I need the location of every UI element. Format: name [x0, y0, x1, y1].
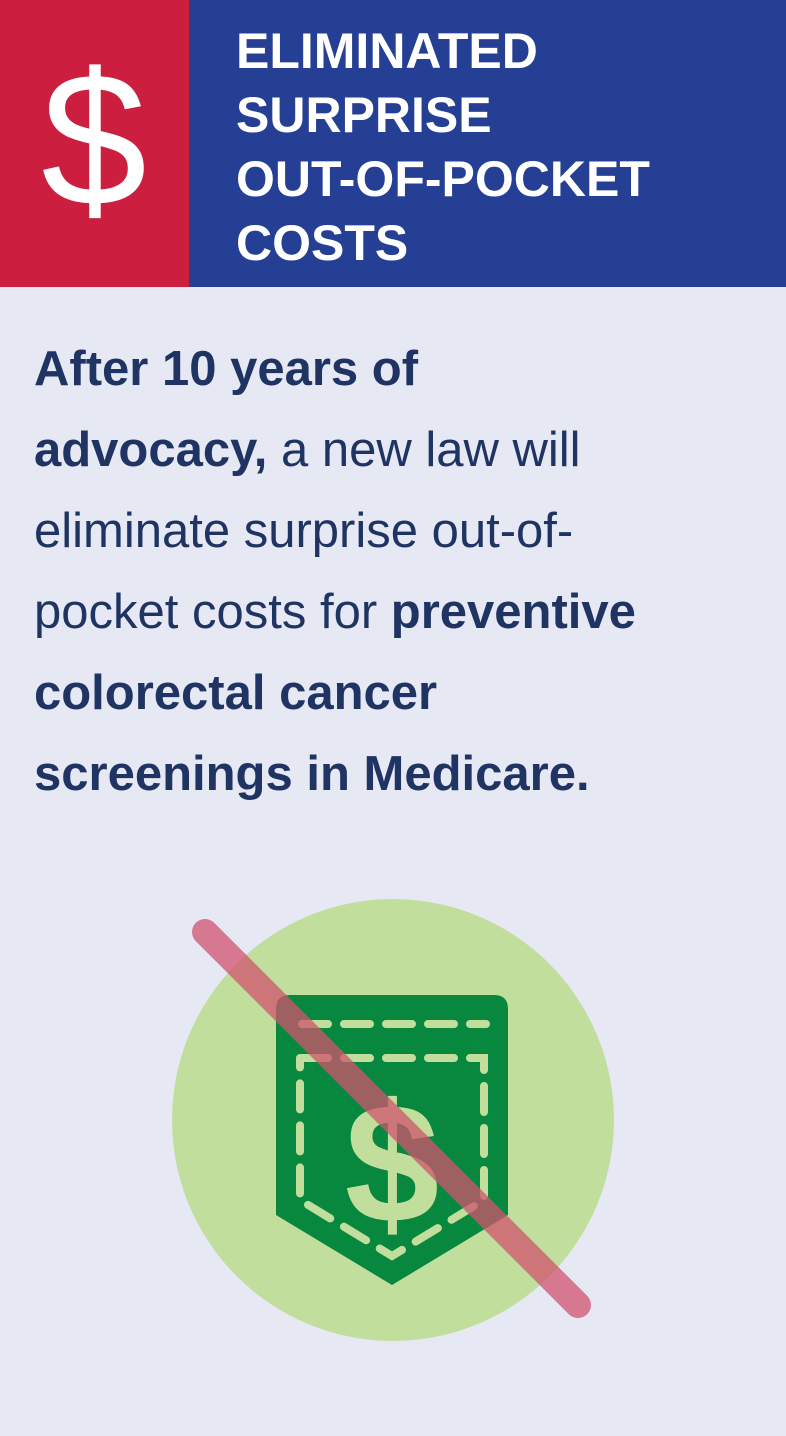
text-segment: preventive [391, 585, 636, 639]
text-segment: screenings in Medicare. [34, 747, 590, 801]
body-line: eliminate surprise out-of- [34, 504, 573, 558]
text-segment: a new law will [267, 423, 580, 477]
body-line: pocket costs for preventive [34, 585, 636, 639]
body-text: After 10 years of advocacy, a new law wil… [34, 342, 636, 801]
icon-block [0, 0, 189, 287]
header-icon: $ [41, 34, 147, 246]
text-segment: colorectal cancer [34, 666, 437, 720]
text-segment: advocacy, [34, 423, 267, 477]
illustration: $ [172, 899, 614, 1341]
title-line: ELIMINATED [236, 23, 538, 79]
stitch [296, 1054, 488, 1261]
title-line: COSTS [236, 215, 408, 271]
stitching [296, 1020, 490, 1261]
text-segment: eliminate surprise out-of- [34, 504, 573, 558]
body-line: screenings in Medicare. [34, 747, 590, 801]
text-segment: pocket costs for [34, 585, 391, 639]
text-segment: After 10 years of [34, 342, 419, 396]
title-block [189, 0, 786, 287]
slash [192, 919, 591, 1318]
body-line: After 10 years of [34, 342, 419, 396]
body-line: advocacy, a new law will [34, 423, 581, 477]
header-title: ELIMINATED SURPRISE OUT-OF-POCKET COSTS [236, 23, 650, 271]
title-line: OUT-OF-POCKET [236, 151, 650, 207]
title-line: SURPRISE [236, 87, 492, 143]
body-line: colorectal cancer [34, 666, 437, 720]
